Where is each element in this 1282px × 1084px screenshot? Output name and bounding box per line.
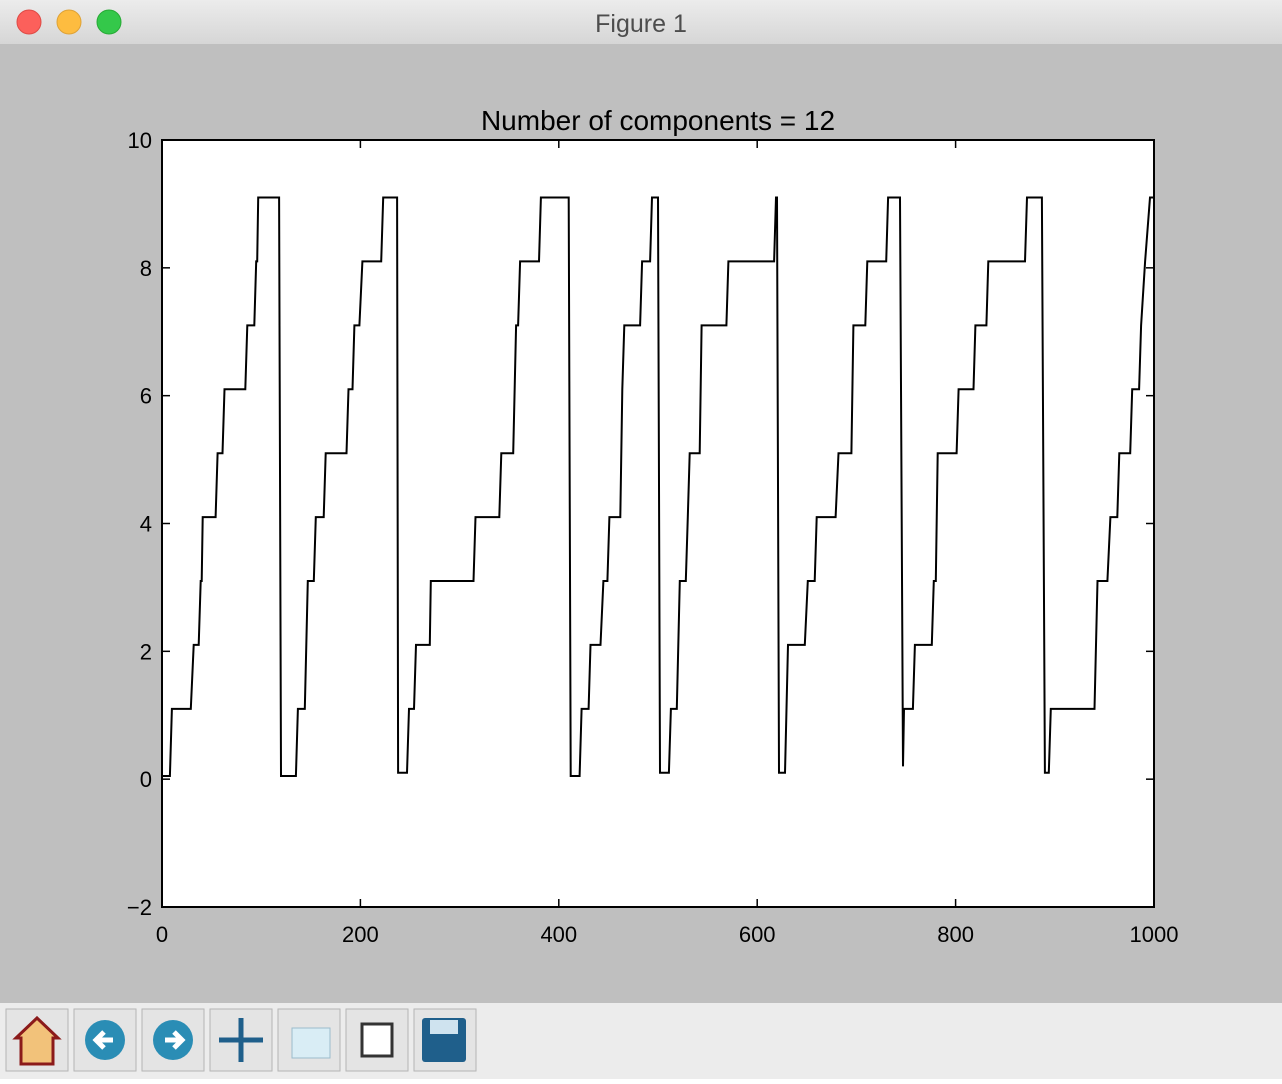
- minimize-button[interactable]: [56, 9, 82, 35]
- y-tick-label: −2: [127, 895, 152, 920]
- home-icon: [12, 1015, 62, 1066]
- y-tick-label: 8: [140, 256, 152, 281]
- save-icon-label: [430, 1020, 458, 1034]
- x-tick-label: 400: [540, 922, 577, 947]
- window-title: Figure 1: [595, 10, 687, 38]
- y-tick-label: 10: [128, 128, 152, 153]
- back-arrow: [92, 1030, 113, 1050]
- forward-arrow: [165, 1030, 186, 1050]
- title-bar: [0, 0, 1282, 44]
- y-tick-label: 4: [140, 512, 152, 537]
- zoom-rect-icon: [291, 1027, 331, 1059]
- close-button[interactable]: [16, 9, 42, 35]
- chart-title: Number of components = 12: [481, 105, 835, 136]
- subplots-icon: [360, 1022, 394, 1058]
- zoom-button[interactable]: [96, 9, 122, 35]
- x-tick-label: 600: [739, 922, 776, 947]
- pan-icon: [219, 1018, 263, 1062]
- x-tick-label: 1000: [1130, 922, 1179, 947]
- x-tick-label: 200: [342, 922, 379, 947]
- x-tick-label: 800: [937, 922, 974, 947]
- y-tick-label: 6: [140, 384, 152, 409]
- x-tick-label: 0: [156, 922, 168, 947]
- axes-frame: [161, 139, 1155, 908]
- data-line: [162, 196, 1154, 777]
- y-tick-label: 2: [140, 639, 152, 664]
- y-tick-label: 0: [140, 767, 152, 792]
- toolbar-buttons: [5, 1008, 477, 1072]
